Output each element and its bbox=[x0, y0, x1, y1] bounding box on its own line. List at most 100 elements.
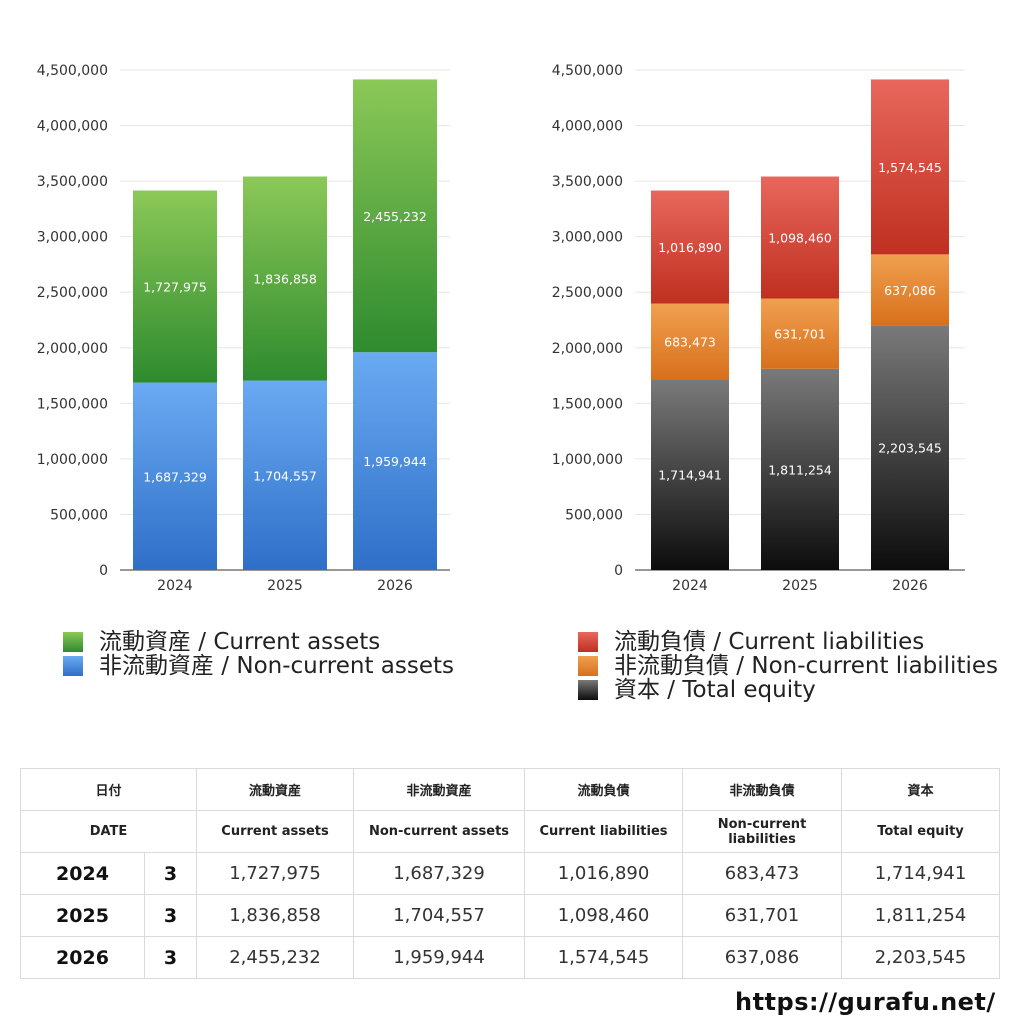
y-tick-label: 2,500,000 bbox=[37, 285, 108, 301]
row-year: 2025 bbox=[20, 894, 145, 937]
y-tick-label: 1,000,000 bbox=[552, 452, 623, 468]
data-label: 637,086 bbox=[884, 283, 936, 298]
data-label: 2,203,545 bbox=[878, 441, 942, 456]
cell-noncurrent-assets: 1,959,944 bbox=[353, 936, 526, 979]
legend-label: 流動資産 / Current assets bbox=[99, 629, 381, 655]
header-noncurrent-liabilities-en: Non-current liabilities bbox=[682, 810, 843, 853]
y-tick-label: 4,500,000 bbox=[37, 63, 108, 79]
y-tick-label: 3,000,000 bbox=[37, 230, 108, 246]
bar-segment bbox=[243, 176, 327, 381]
data-table: 日付 流動資産 非流動資産 流動負債 非流動負債 資本 DATE Current… bbox=[19, 768, 1001, 979]
y-tick-label: 2,000,000 bbox=[552, 341, 623, 357]
bar-segment bbox=[133, 190, 217, 383]
assets-legend: 流動資産 / Current assets 非流動資産 / Non-curren… bbox=[63, 630, 454, 678]
liabilities-equity-chart: 0 500,000 1,000,000 1,500,000 2,000,000 2,500… bbox=[552, 63, 965, 594]
header-date-jp: 日付 bbox=[19, 768, 198, 811]
cell-noncurrent-liabilities: 631,701 bbox=[682, 894, 843, 937]
data-label: 1,959,944 bbox=[363, 454, 427, 469]
bar-segment bbox=[243, 380, 327, 570]
x-tick-label: 2026 bbox=[377, 578, 413, 594]
legend-label: 非流動負債 / Non-current liabilities bbox=[614, 653, 998, 679]
y-tick-label: 1,000,000 bbox=[37, 452, 108, 468]
y-tick-label: 2,000,000 bbox=[37, 341, 108, 357]
data-label: 1,016,890 bbox=[658, 240, 722, 255]
bar-segment bbox=[651, 379, 729, 570]
bar-segment bbox=[651, 303, 729, 380]
bar-segment bbox=[353, 352, 437, 570]
x-tick-label: 2024 bbox=[157, 578, 193, 594]
bar-segment bbox=[651, 190, 729, 304]
header-noncurrent-assets-jp: 非流動資産 bbox=[353, 768, 526, 811]
table-row: 2025 3 1,836,858 1,704,557 1,098,460 631… bbox=[20, 894, 1001, 937]
cell-noncurrent-liabilities: 683,473 bbox=[682, 852, 843, 895]
data-label: 1,574,545 bbox=[878, 160, 942, 175]
bar-segment bbox=[871, 79, 949, 255]
row-year: 2026 bbox=[20, 936, 145, 979]
y-tick-label: 2,500,000 bbox=[552, 285, 623, 301]
legend-label: 資本 / Total equity bbox=[614, 677, 816, 703]
bar-segment bbox=[871, 325, 949, 570]
row-count: 3 bbox=[143, 936, 198, 979]
data-label: 683,473 bbox=[664, 334, 716, 349]
cell-current-liabilities: 1,574,545 bbox=[524, 936, 684, 979]
cell-current-liabilities: 1,016,890 bbox=[524, 852, 684, 895]
site-url[interactable]: https://gurafu.net/ bbox=[735, 988, 996, 1016]
legend-item-noncurrent-assets: 非流動資産 / Non-current assets bbox=[63, 654, 454, 678]
row-year: 2024 bbox=[20, 852, 145, 895]
header-equity-jp: 資本 bbox=[841, 768, 1001, 811]
table-header-row-jp: 日付 流動資産 非流動資産 流動負債 非流動負債 資本 bbox=[19, 768, 1001, 811]
table-row: 2026 3 2,455,232 1,959,944 1,574,545 637… bbox=[20, 936, 1001, 979]
y-tick-label: 3,000,000 bbox=[552, 230, 623, 246]
data-label: 1,704,557 bbox=[253, 468, 317, 483]
bar-segment bbox=[761, 368, 839, 570]
legend-item-current-assets: 流動資産 / Current assets bbox=[63, 630, 454, 654]
y-tick-label: 3,500,000 bbox=[552, 174, 623, 190]
legend-swatch-current-assets bbox=[63, 632, 83, 652]
data-label: 1,811,254 bbox=[768, 462, 832, 477]
cell-equity: 1,811,254 bbox=[841, 894, 1001, 937]
header-equity-en: Total equity bbox=[841, 810, 1001, 853]
legend-swatch-current-liabilities bbox=[578, 632, 598, 652]
bar-segment bbox=[133, 382, 217, 570]
legend-swatch-noncurrent-assets bbox=[63, 656, 83, 676]
cell-equity: 1,714,941 bbox=[841, 852, 1001, 895]
cell-noncurrent-assets: 1,687,329 bbox=[353, 852, 526, 895]
data-label: 631,701 bbox=[774, 327, 826, 342]
legend-item-noncurrent-liabilities: 非流動負債 / Non-current liabilities bbox=[578, 654, 998, 678]
cell-noncurrent-liabilities: 637,086 bbox=[682, 936, 843, 979]
header-current-liabilities-en: Current liabilities bbox=[524, 810, 684, 853]
bar-segment bbox=[761, 176, 839, 299]
row-count: 3 bbox=[143, 894, 198, 937]
data-label: 1,727,975 bbox=[143, 280, 207, 295]
table-row: 2024 3 1,727,975 1,687,329 1,016,890 683… bbox=[20, 852, 1001, 895]
cell-current-assets: 1,727,975 bbox=[196, 852, 355, 895]
legend-item-total-equity: 資本 / Total equity bbox=[578, 678, 998, 702]
cell-current-assets: 1,836,858 bbox=[196, 894, 355, 937]
header-noncurrent-assets-en: Non-current assets bbox=[353, 810, 526, 853]
x-tick-label: 2024 bbox=[672, 578, 708, 594]
x-tick-label: 2025 bbox=[267, 578, 303, 594]
y-tick-label: 3,500,000 bbox=[37, 174, 108, 190]
bar-segment bbox=[761, 298, 839, 369]
y-tick-label: 4,000,000 bbox=[37, 119, 108, 135]
data-label: 1,714,941 bbox=[658, 468, 722, 483]
y-tick-label: 1,500,000 bbox=[552, 396, 623, 412]
header-current-assets-jp: 流動資産 bbox=[196, 768, 355, 811]
assets-chart: 0 500,000 1,000,000 1,500,000 2,000,000 2,500… bbox=[37, 63, 450, 594]
y-tick-label: 1,500,000 bbox=[37, 396, 108, 412]
cell-noncurrent-assets: 1,704,557 bbox=[353, 894, 526, 937]
header-current-liabilities-jp: 流動負債 bbox=[524, 768, 684, 811]
table-header-row-en: DATE Current assets Non-current assets C… bbox=[19, 810, 1001, 853]
row-count: 3 bbox=[143, 852, 198, 895]
x-tick-label: 2026 bbox=[892, 578, 928, 594]
header-noncurrent-liabilities-jp: 非流動負債 bbox=[682, 768, 843, 811]
header-current-assets-en: Current assets bbox=[196, 810, 355, 853]
y-tick-label: 4,500,000 bbox=[552, 63, 623, 79]
legend-label: 流動負債 / Current liabilities bbox=[614, 629, 925, 655]
bar-segment bbox=[871, 254, 949, 326]
y-tick-label: 0 bbox=[614, 563, 623, 579]
cell-current-liabilities: 1,098,460 bbox=[524, 894, 684, 937]
y-tick-label: 0 bbox=[99, 563, 108, 579]
cell-equity: 2,203,545 bbox=[841, 936, 1001, 979]
y-tick-label: 4,000,000 bbox=[552, 119, 623, 135]
